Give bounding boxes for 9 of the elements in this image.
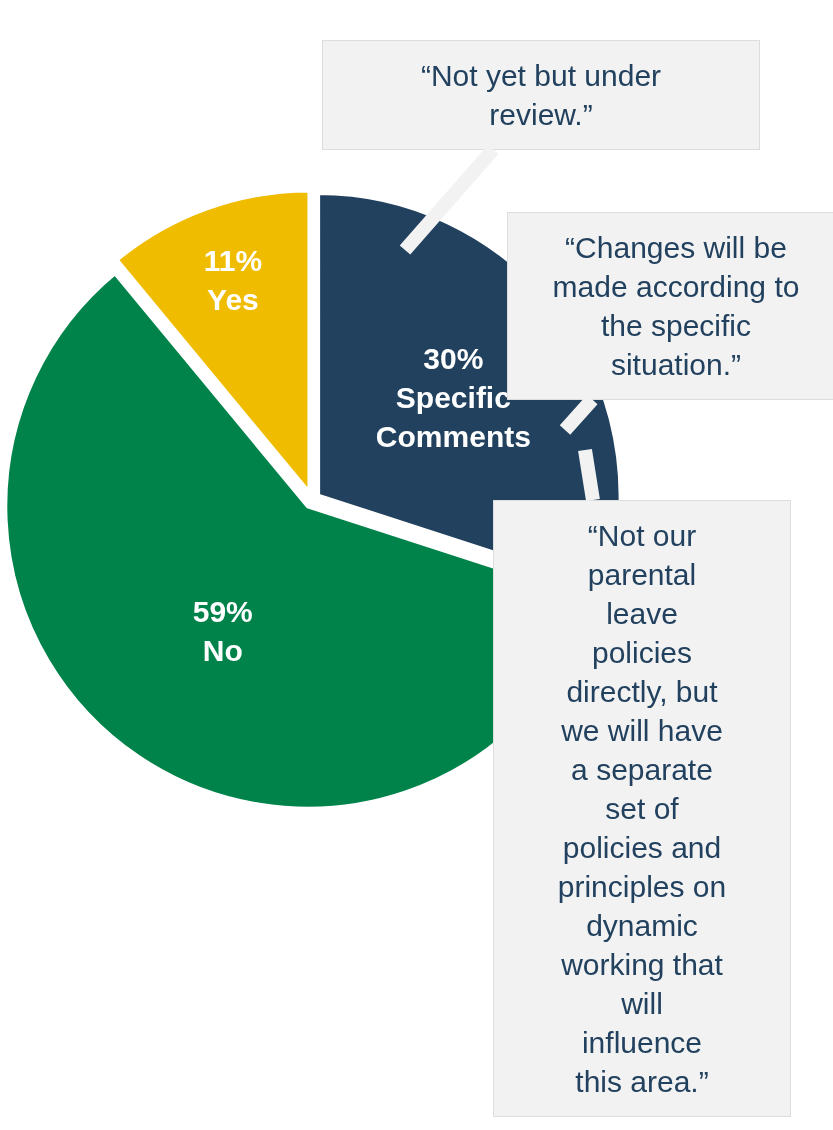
text: “Not yet but under review.” bbox=[420, 59, 662, 131]
text: “Not our parental leave policies directly, but we will have a separate set of policies and principles on dynamic working that will influence this area.” bbox=[557, 519, 727, 1098]
slice-label: No bbox=[202, 634, 243, 668]
data-label: 30% bbox=[423, 341, 484, 375]
data-label: 59% bbox=[192, 595, 253, 629]
text: “Changes will be made according to the specific situation.” bbox=[552, 231, 800, 381]
slice-label: Yes bbox=[207, 283, 259, 317]
slice-label: Specific Comments bbox=[375, 380, 531, 453]
data-label: 11% bbox=[203, 244, 263, 278]
